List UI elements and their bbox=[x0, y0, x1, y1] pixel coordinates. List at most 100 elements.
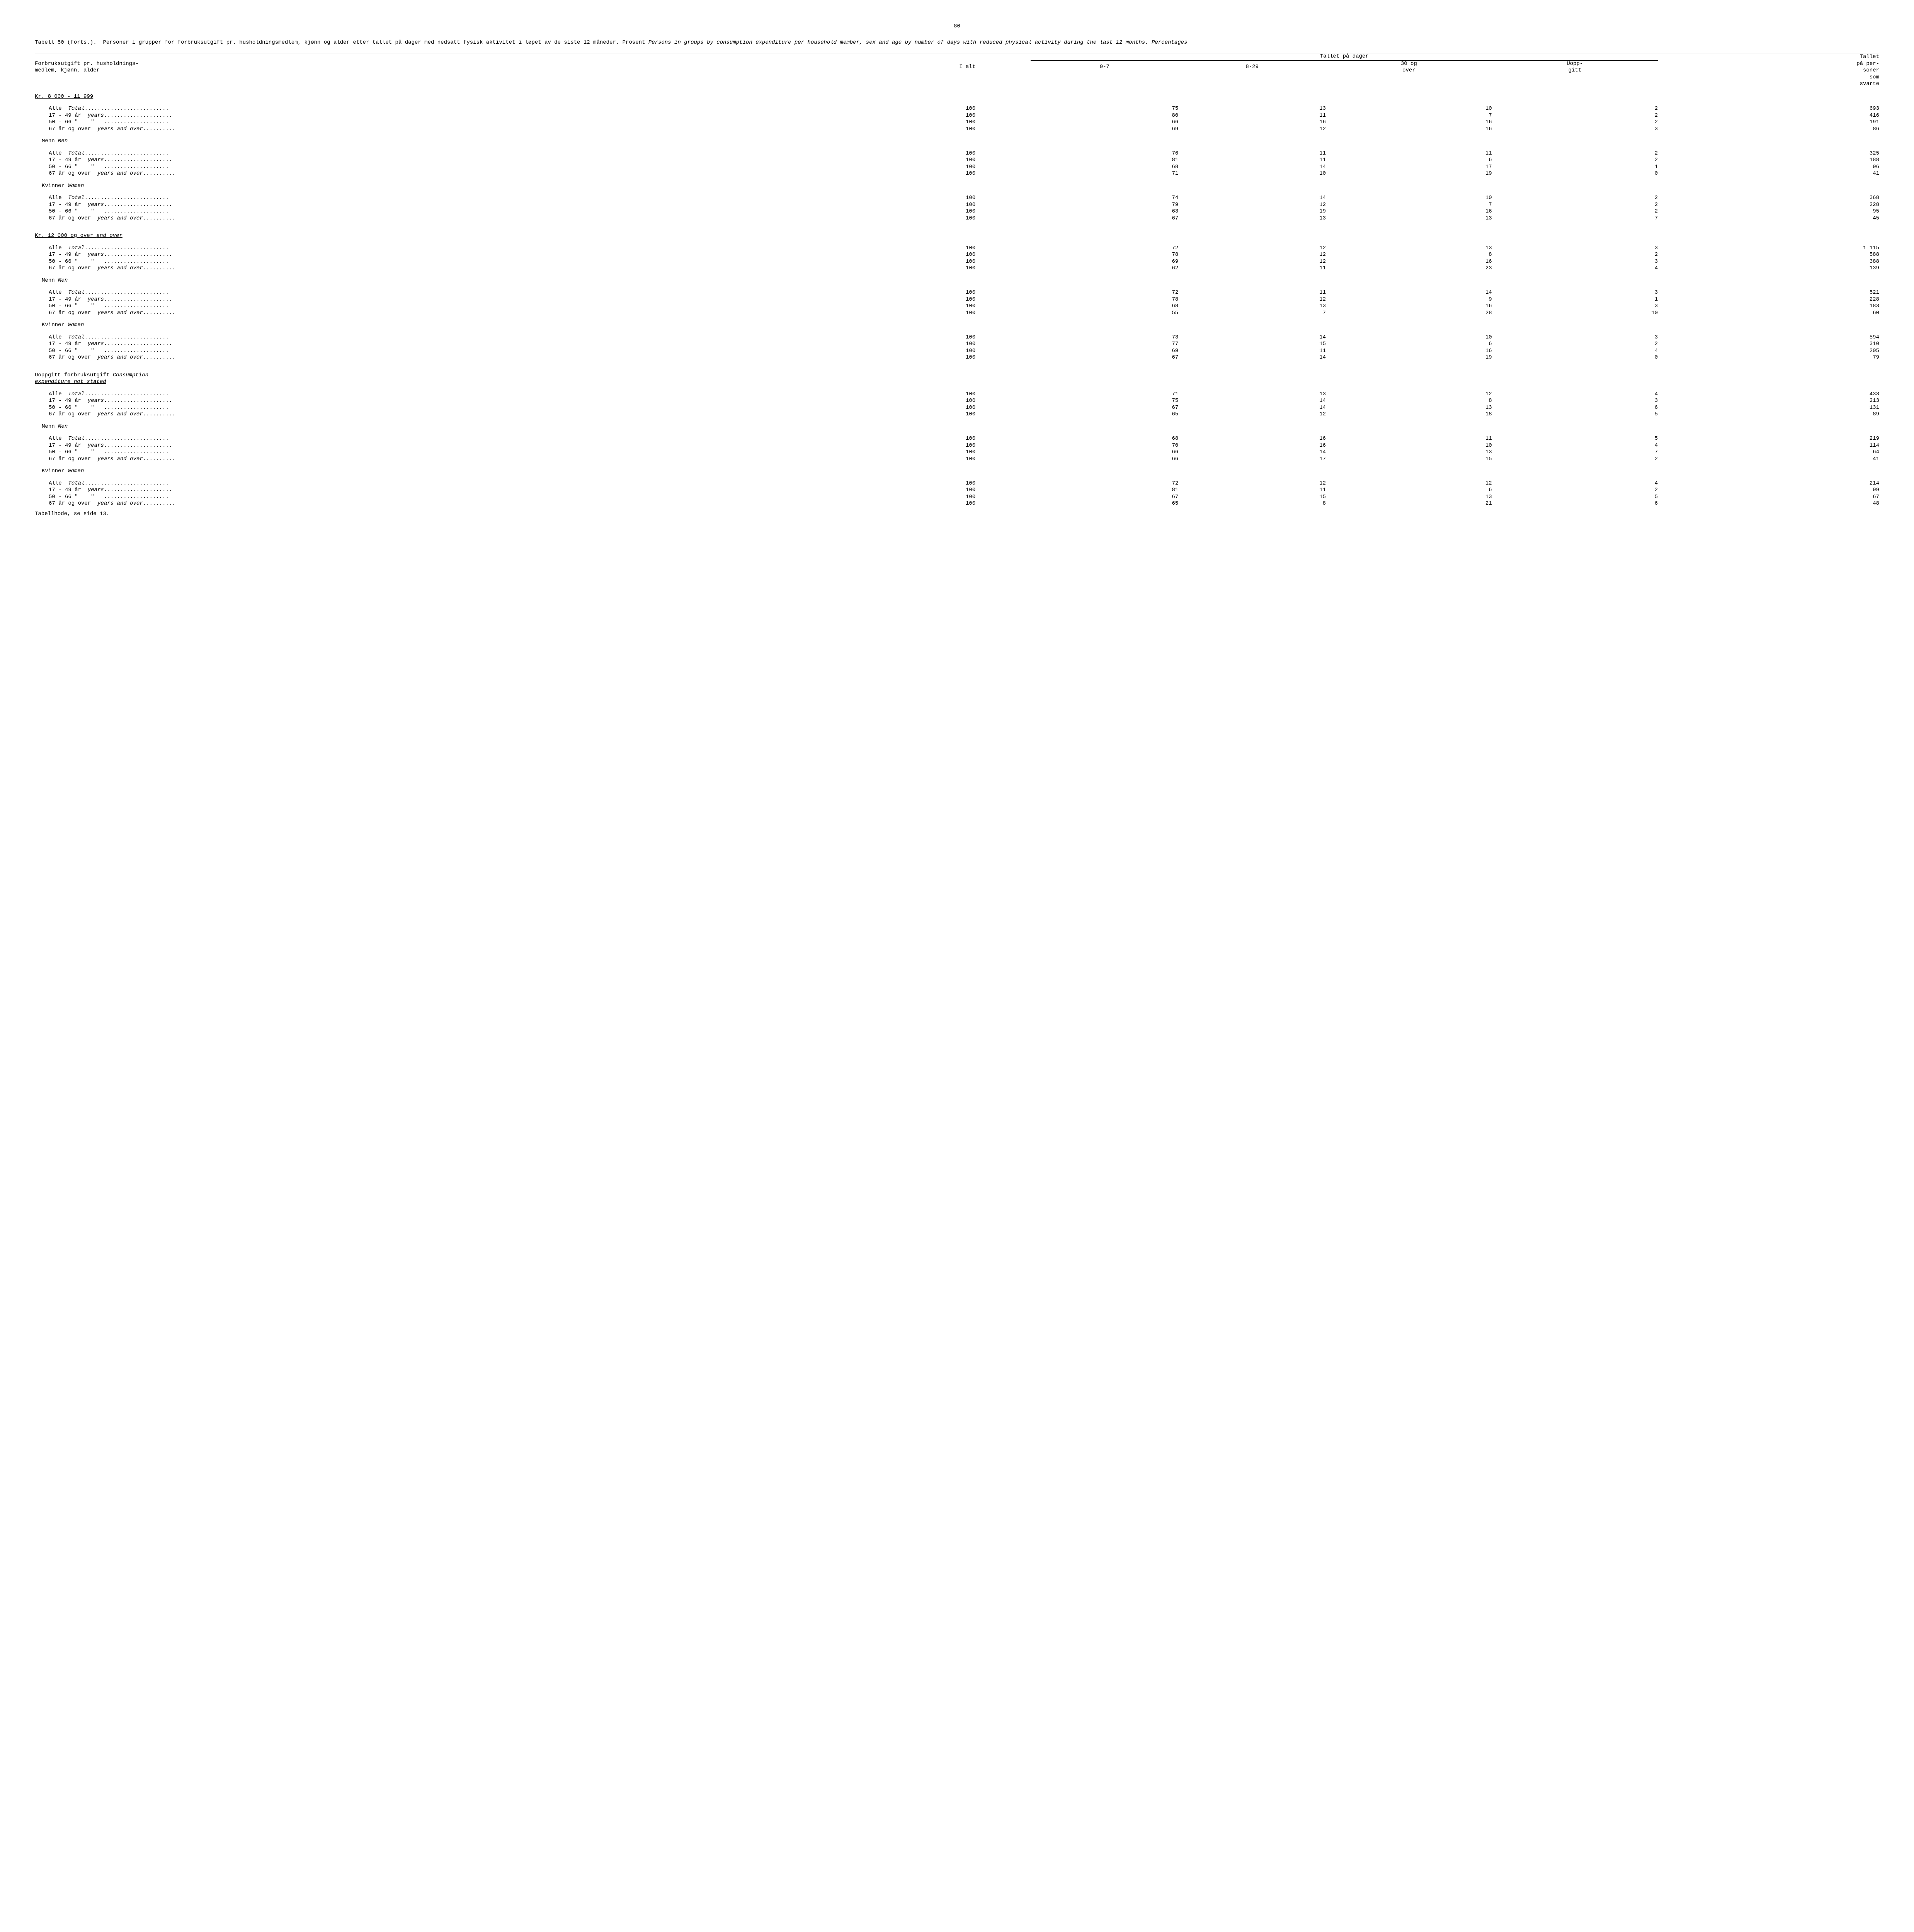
cell: 100 bbox=[810, 126, 976, 133]
cell: 100 bbox=[810, 202, 976, 209]
cell: 310 bbox=[1658, 341, 1879, 348]
col-n-3: soner bbox=[1658, 67, 1879, 74]
cell: 14 bbox=[1178, 164, 1326, 171]
cell: 10 bbox=[1326, 442, 1492, 449]
cell: 6 bbox=[1326, 487, 1492, 494]
cell: 100 bbox=[810, 252, 976, 259]
cell: 41 bbox=[1658, 456, 1879, 463]
cell: 13 bbox=[1178, 391, 1326, 398]
row-label: 17 - 49 år years ..................... bbox=[35, 296, 810, 303]
cell: 8 bbox=[1326, 252, 1492, 259]
cell: 1 bbox=[1492, 296, 1658, 303]
row-label: 67 år og over years and over .......... bbox=[35, 126, 810, 133]
cell: 2 bbox=[1492, 150, 1658, 157]
cell: 11 bbox=[1326, 150, 1492, 157]
cell: 7 bbox=[1326, 112, 1492, 119]
cell: 100 bbox=[810, 405, 976, 412]
cell: 70 bbox=[1031, 442, 1178, 449]
cell: 71 bbox=[1031, 170, 1178, 177]
cell: 81 bbox=[1031, 157, 1178, 164]
cell: 3 bbox=[1492, 259, 1658, 265]
cell: 86 bbox=[1658, 126, 1879, 133]
cell: 63 bbox=[1031, 208, 1178, 215]
cell: 100 bbox=[810, 119, 976, 126]
table-row: 17 - 49 år years .....................10… bbox=[35, 398, 1879, 405]
cell: 3 bbox=[1492, 126, 1658, 133]
cell: 71 bbox=[1031, 391, 1178, 398]
cell: 14 bbox=[1178, 354, 1326, 361]
cell: 13 bbox=[1178, 105, 1326, 112]
table-row: Alle Total ..........................100… bbox=[35, 435, 1879, 442]
cell: 100 bbox=[810, 170, 976, 177]
cell: 100 bbox=[810, 310, 976, 317]
cell: 100 bbox=[810, 391, 976, 398]
cell: 13 bbox=[1178, 303, 1326, 310]
cell: 13 bbox=[1326, 405, 1492, 412]
col-uopp-a: Uopp- bbox=[1492, 60, 1658, 67]
cell: 11 bbox=[1178, 157, 1326, 164]
cell: 13 bbox=[1326, 215, 1492, 222]
cell: 17 bbox=[1178, 456, 1326, 463]
row-label: 67 år og over years and over .......... bbox=[35, 456, 810, 463]
table-number: Tabell 50 (forts.). bbox=[35, 39, 103, 46]
cell: 10 bbox=[1326, 334, 1492, 341]
table-row: Alle Total ..........................100… bbox=[35, 105, 1879, 112]
cell: 5 bbox=[1492, 411, 1658, 418]
cell: 12 bbox=[1178, 202, 1326, 209]
cell: 64 bbox=[1658, 449, 1879, 456]
cell: 16 bbox=[1326, 126, 1492, 133]
cell: 100 bbox=[810, 164, 976, 171]
cell: 100 bbox=[810, 456, 976, 463]
col-n-2: på per- bbox=[1658, 60, 1879, 67]
cell: 388 bbox=[1658, 259, 1879, 265]
table-row: 50 - 66 " " ....................10069121… bbox=[35, 259, 1879, 265]
cell: 99 bbox=[1658, 487, 1879, 494]
cell: 67 bbox=[1031, 405, 1178, 412]
cell: 13 bbox=[1326, 449, 1492, 456]
caption-text: Personer i grupper for forbruksutgift pr… bbox=[103, 39, 1879, 46]
cell: 14 bbox=[1178, 195, 1326, 202]
cell: 95 bbox=[1658, 208, 1879, 215]
col-n-1: Tallet bbox=[1658, 53, 1879, 61]
cell: 6 bbox=[1326, 341, 1492, 348]
row-label: 17 - 49 år years ..................... bbox=[35, 398, 810, 405]
table-row: 50 - 66 " " ....................10067141… bbox=[35, 405, 1879, 412]
cell: 7 bbox=[1492, 449, 1658, 456]
cell: 12 bbox=[1178, 245, 1326, 252]
cell: 16 bbox=[1178, 442, 1326, 449]
cell: 100 bbox=[810, 303, 976, 310]
table-row: 17 - 49 år years .....................10… bbox=[35, 252, 1879, 259]
col-n-5: svarte bbox=[1658, 81, 1879, 88]
cell: 100 bbox=[810, 259, 976, 265]
cell: 368 bbox=[1658, 195, 1879, 202]
cell: 75 bbox=[1031, 105, 1178, 112]
row-label: Alle Total .......................... bbox=[35, 334, 810, 341]
cell: 28 bbox=[1326, 310, 1492, 317]
cell: 14 bbox=[1326, 289, 1492, 296]
row-label: 50 - 66 " " .................... bbox=[35, 303, 810, 310]
cell: 66 bbox=[1031, 456, 1178, 463]
row-label: 50 - 66 " " .................... bbox=[35, 119, 810, 126]
cell: 9 bbox=[1326, 296, 1492, 303]
subgroup-title: Menn Men bbox=[35, 277, 1879, 284]
cell: 16 bbox=[1326, 208, 1492, 215]
cell: 12 bbox=[1178, 259, 1326, 265]
row-label: Alle Total .......................... bbox=[35, 289, 810, 296]
cell: 100 bbox=[810, 480, 976, 487]
cell: 2 bbox=[1492, 341, 1658, 348]
row-label: 50 - 66 " " .................... bbox=[35, 348, 810, 355]
cell: 7 bbox=[1326, 202, 1492, 209]
row-label: Alle Total .......................... bbox=[35, 105, 810, 112]
table-row: 67 år og over years and over ..........1… bbox=[35, 170, 1879, 177]
cell: 12 bbox=[1178, 252, 1326, 259]
cell: 10 bbox=[1178, 170, 1326, 177]
cell: 13 bbox=[1326, 245, 1492, 252]
cell: 521 bbox=[1658, 289, 1879, 296]
table-row: Alle Total ..........................100… bbox=[35, 334, 1879, 341]
cell: 12 bbox=[1178, 480, 1326, 487]
cell: 6 bbox=[1492, 500, 1658, 507]
cell: 213 bbox=[1658, 398, 1879, 405]
row-label: Alle Total .......................... bbox=[35, 245, 810, 252]
cell: 55 bbox=[1031, 310, 1178, 317]
row-label: 67 år og over years and over .......... bbox=[35, 500, 810, 507]
